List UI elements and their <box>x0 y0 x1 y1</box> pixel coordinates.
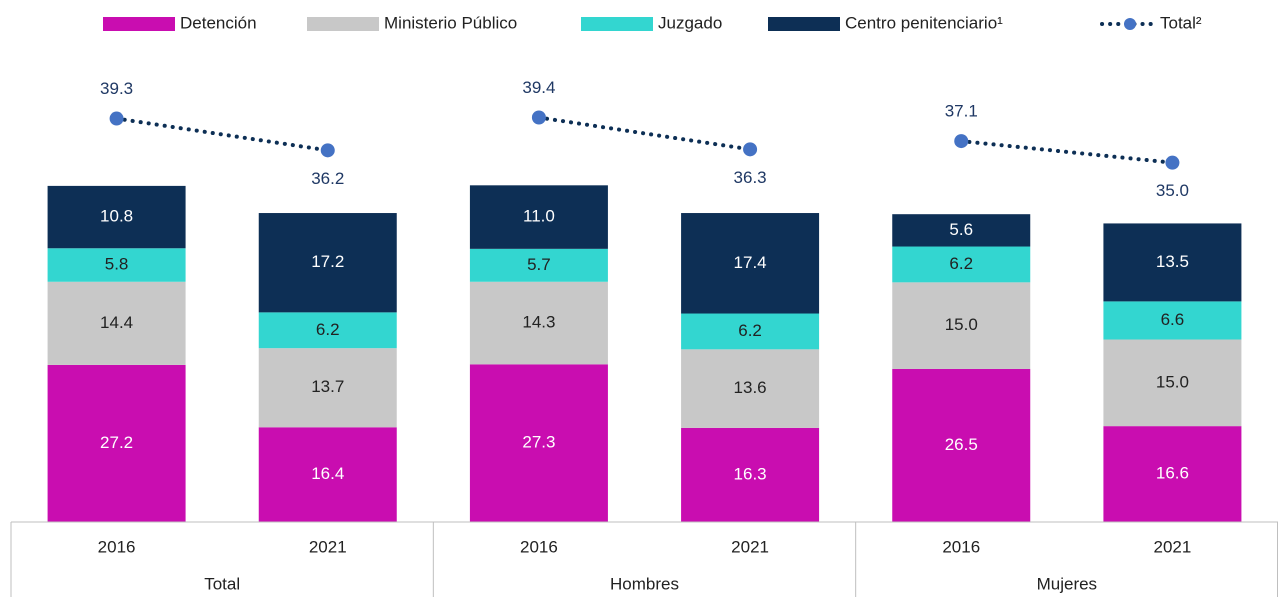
group-label: Hombres <box>610 574 679 593</box>
data-label: 6.2 <box>738 321 762 340</box>
bar-segment <box>1103 223 1242 302</box>
total-marker <box>1165 155 1180 170</box>
bar-segment <box>892 246 1031 283</box>
legend-label: Centro penitenciario¹ <box>845 13 1003 32</box>
data-label: 36.3 <box>734 168 767 187</box>
data-label: 37.1 <box>945 102 978 121</box>
total-marker <box>109 111 124 126</box>
bar-segment <box>681 313 820 350</box>
data-label: 16.3 <box>734 464 767 483</box>
data-label: 15.0 <box>945 315 978 334</box>
total-line <box>114 116 330 153</box>
data-label: 11.0 <box>523 207 555 226</box>
x-tick-label: 2021 <box>731 537 769 556</box>
bar-segment <box>47 248 186 282</box>
bar-segment <box>469 185 608 249</box>
bar-segment <box>681 349 820 428</box>
data-label: 39.4 <box>522 78 555 97</box>
legend-swatch <box>581 17 653 31</box>
data-label: 39.3 <box>100 79 133 98</box>
bar-segment <box>258 348 397 428</box>
data-label: 13.6 <box>734 378 767 397</box>
data-label: 14.4 <box>100 313 133 332</box>
x-tick-label: 2021 <box>309 537 347 556</box>
data-label: 35.0 <box>1156 181 1189 200</box>
bar-segment <box>681 427 820 522</box>
legend-label: Juzgado <box>658 13 722 32</box>
x-tick-label: 2016 <box>520 537 558 556</box>
data-label: 5.7 <box>527 255 551 274</box>
bar-segment <box>258 427 397 522</box>
bar-segment <box>681 213 820 314</box>
x-tick-label: 2021 <box>1154 537 1192 556</box>
group-label: Total <box>204 574 240 593</box>
data-label: 27.2 <box>100 433 133 452</box>
data-label: 36.2 <box>311 169 344 188</box>
bar-segment <box>469 364 608 522</box>
legend-swatch <box>768 17 840 31</box>
legend-label: Detención <box>180 13 257 32</box>
legend-label: Total² <box>1160 13 1202 32</box>
data-label: 5.6 <box>949 220 973 239</box>
bar-segment <box>47 281 186 365</box>
bar-segment <box>47 364 186 522</box>
x-tick-label: 2016 <box>942 537 980 556</box>
data-label: 6.2 <box>949 254 973 273</box>
bar-segment <box>1103 301 1242 340</box>
bar-segment <box>258 312 397 349</box>
data-label: 6.6 <box>1161 310 1185 329</box>
total-line <box>536 115 753 152</box>
bar-segment <box>892 214 1031 247</box>
x-tick-label: 2016 <box>98 537 136 556</box>
data-label: 6.2 <box>316 320 340 339</box>
bar-segment <box>258 213 397 313</box>
data-label: 16.4 <box>311 464 344 483</box>
bar-segment <box>1103 426 1242 522</box>
data-label: 17.2 <box>311 252 344 271</box>
legend-swatch <box>307 17 379 31</box>
data-label: 26.5 <box>945 435 978 454</box>
total-marker <box>320 143 335 158</box>
bar-segment <box>47 185 186 249</box>
legend-swatch <box>103 17 175 31</box>
data-label: 17.4 <box>734 253 767 272</box>
bar-segment <box>1103 339 1242 427</box>
data-label: 14.3 <box>522 313 555 332</box>
bar-segment <box>892 282 1031 369</box>
data-label: 13.5 <box>1156 252 1189 271</box>
legend-label: Ministerio Público <box>384 13 517 32</box>
legend-marker <box>1124 18 1136 30</box>
group-label: Mujeres <box>1037 574 1097 593</box>
bar-segment <box>892 368 1031 522</box>
data-label: 5.8 <box>105 254 129 273</box>
data-label: 13.7 <box>311 377 344 396</box>
bar-segment <box>469 281 608 365</box>
data-label: 16.6 <box>1156 464 1189 483</box>
data-label: 27.3 <box>522 433 555 452</box>
total-marker <box>743 142 758 157</box>
bar-segment <box>469 248 608 282</box>
total-marker <box>954 134 969 149</box>
data-label: 10.8 <box>100 207 133 226</box>
total-line <box>959 139 1175 165</box>
data-label: 15.0 <box>1156 372 1189 391</box>
total-marker <box>531 110 546 125</box>
